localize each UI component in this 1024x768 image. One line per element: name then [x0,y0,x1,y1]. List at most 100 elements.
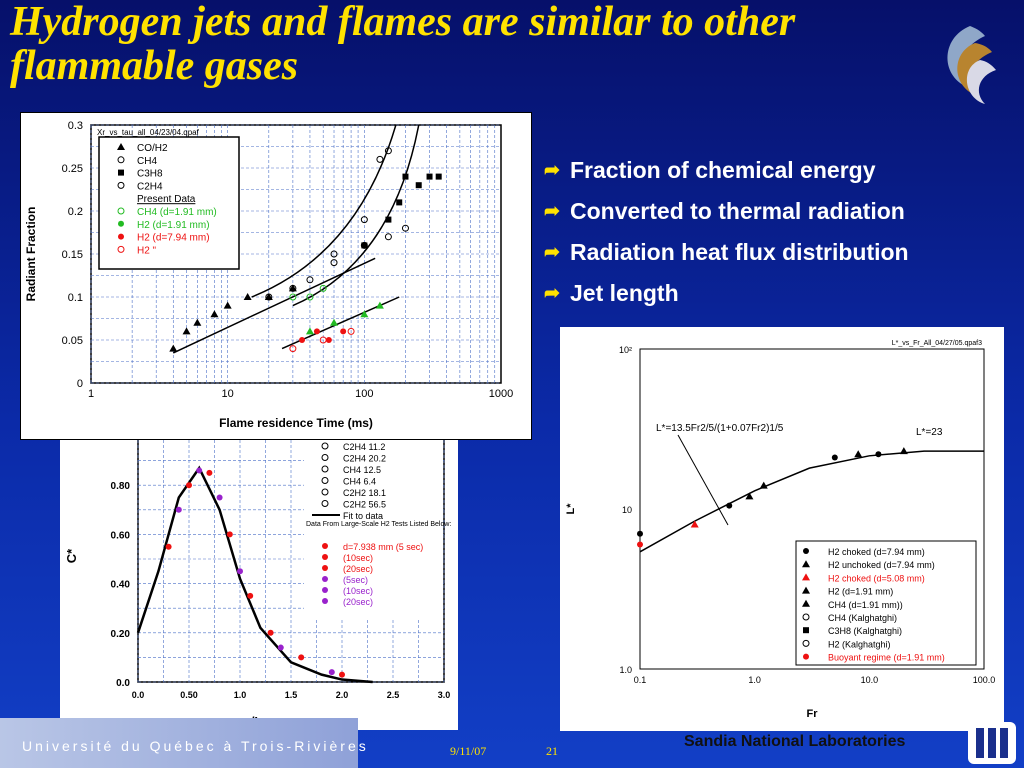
legend-label: (10sec) [343,586,373,596]
legend-marker [322,543,328,549]
x-tick-label: 100 [355,388,373,400]
data-point [210,310,219,318]
legend-marker [803,627,809,634]
y-tick-label: 0.1 [68,292,83,304]
legend-label: (20sec) [343,564,373,574]
x-tick-label: 0.50 [180,690,198,700]
data-point [223,301,232,309]
legend-marker [117,143,125,150]
data-point [745,492,754,500]
data-point [193,318,202,326]
fit-curve [136,465,373,684]
data-point [237,568,243,575]
data-point [169,344,178,352]
data-point [875,451,882,458]
data-point [330,250,338,258]
legend-marker [802,573,810,581]
chart-radiant-panel: 0 0.05 0.1 0.15 0.2 0.25 0.3 1 10 100 1000 Flame re… [20,112,532,440]
legend-marker [322,576,328,582]
legend-label: (20sec) [343,597,373,607]
y-tick-label: 0 [77,378,83,390]
x-tick-label: 1.0 [234,690,247,700]
legend-label: C2H4 11.2 [343,442,385,452]
legend-marker [117,181,125,189]
y-tick-label: 0.25 [62,163,83,175]
data-point [288,284,297,292]
annotation-correlation: L*=13.5Fr2/5/(1+0.07Fr2)1/5 [656,423,784,434]
data-point [401,224,409,232]
legend-label: CH4 (d=1.91 mm)) [828,600,903,610]
data-point [165,543,172,550]
y-tick-label: 0.3 [68,120,83,132]
footer-university: Université du Québec à Trois-Rivières [22,738,369,754]
data-point [339,671,345,678]
data-point [415,182,422,189]
data-point [319,336,327,344]
data-point [186,482,192,489]
data-point [247,592,254,599]
annotation-asymptote: L*=23 [916,427,943,438]
y-tick-label: 10 [622,505,632,515]
data-point [264,293,273,300]
x-tick-label: 10.0 [861,675,879,685]
chart-concentration: 0.00.200.400.600.801.00.00.501.01.52.02.… [64,429,451,734]
data-point [360,216,368,224]
data-point [299,337,306,343]
fit-curve [251,124,397,298]
data-point [361,242,368,249]
data-point [854,450,863,458]
x-tick-label: 0.1 [634,675,647,685]
y-tick-label: 0.20 [111,629,131,640]
legend-box [795,540,977,666]
y-tick-label: 0.80 [111,481,131,492]
data-point [426,173,433,180]
x-tick-label: 100.0 [973,675,996,685]
data-point [325,337,332,343]
arrow-icon: ➦ [544,201,560,222]
legend-label: (10sec) [343,553,373,563]
data-point [759,481,768,489]
legend-marker [118,233,124,240]
data-point [216,494,223,501]
legend-marker [803,653,809,660]
y-tick-label: 0.0 [116,678,130,689]
bullet-list: ➦ Fraction of chemical energy ➦ Converted … [544,150,909,314]
legend-marker [802,613,810,621]
data-point [206,469,213,476]
chart-file-title: L*_vs_Fr_All_04/27/05.qpaf3 [892,340,982,347]
legend-label: CO/H2 [137,143,168,154]
y-tick-label: 0.2 [68,206,83,218]
data-point [376,155,384,163]
x-tick-label: 10 [222,388,234,400]
legend-label: CH4 [137,156,157,167]
x-tick-label: 2.5 [387,690,400,700]
x-tick-label: 1.5 [285,690,298,700]
data-point [726,502,733,509]
y-tick-label: 0.60 [111,530,131,541]
legend-marker [321,488,329,496]
legend-marker [118,169,124,176]
data-point [319,284,327,292]
logo-icon [947,26,996,104]
legend-marker [802,560,810,568]
legend-label: H2 unchoked (d=7.94 mm) [828,560,935,570]
org-name: Sandia National Laboratories [684,733,906,750]
data-point [243,293,252,300]
data-point [831,454,838,461]
legend-label: H2 choked (d=5.08 mm) [828,573,925,583]
legend-marker [117,207,125,215]
data-point [182,327,191,335]
legend-label: H2 choked (d=7.94 mm) [828,547,925,557]
legend-marker [322,565,328,571]
y-axis-label: C* [64,548,79,563]
data-point [435,173,442,180]
legend-label: C3H8 (Kalghatghi) [828,626,902,636]
data-point [265,293,273,301]
legend-label: C2H4 [137,181,163,192]
arrow-icon: ➦ [544,283,560,304]
data-point [306,276,314,284]
data-point [289,284,297,292]
fit-curve [292,124,420,307]
slide-date: 9/11/07 [450,744,487,758]
data-point [330,259,338,267]
